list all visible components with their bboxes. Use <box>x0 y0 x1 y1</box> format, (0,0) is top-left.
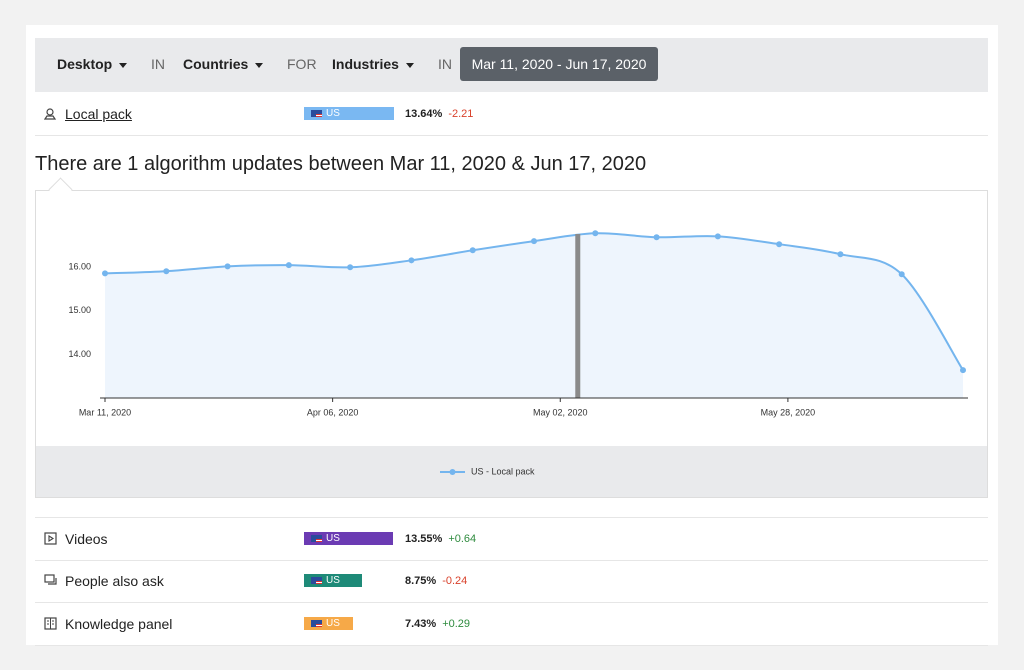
change-value: -0.24 <box>442 575 468 587</box>
feature-icon <box>44 108 57 120</box>
feature-icon <box>44 532 57 545</box>
algorithm-update-marker <box>575 234 581 398</box>
feature-values: 13.64% -2.21 <box>405 108 473 120</box>
feature-row: Local pack US 13.64% -2.21 <box>35 93 988 136</box>
feature-name[interactable]: Local pack <box>65 106 132 122</box>
point <box>592 230 599 237</box>
location-dropdown[interactable]: Countries <box>183 56 264 72</box>
feature-name: Videos <box>65 531 108 547</box>
x-tick-label: Apr 06, 2020 <box>307 407 359 417</box>
y-tick-label: 16.00 <box>68 262 91 272</box>
legend-point <box>449 469 456 475</box>
in-label: IN <box>151 56 165 72</box>
share-value: 13.55% <box>405 533 443 545</box>
point <box>102 270 108 277</box>
point <box>714 233 721 240</box>
point <box>163 268 170 275</box>
heading: There are 1 algorithm updates between Ma… <box>35 153 647 175</box>
feature-name: Knowledge panel <box>65 616 173 632</box>
share-bar <box>304 532 394 545</box>
legend-label: US - Local pack <box>471 466 535 476</box>
share-value: 7.43% <box>405 618 437 630</box>
country-code: US <box>326 575 340 586</box>
feature-icon <box>44 617 57 630</box>
feature-row: Videos US 13.55% +0.64 <box>35 517 988 561</box>
feature-values: 8.75% -0.24 <box>405 575 467 587</box>
y-tick-label: 15.00 <box>68 305 91 315</box>
country-code: US <box>326 618 340 629</box>
point <box>469 247 476 254</box>
for-label: FOR <box>287 56 317 72</box>
point <box>653 234 660 241</box>
feature-icon <box>44 574 57 585</box>
share-value: 8.75% <box>405 575 437 587</box>
feature-name: People also ask <box>65 573 164 589</box>
flag-icon <box>311 577 322 584</box>
area <box>105 233 963 398</box>
industry-label: Industries <box>332 56 399 72</box>
industry-dropdown[interactable]: Industries <box>332 56 414 72</box>
point <box>898 271 905 278</box>
legend-area <box>36 446 987 497</box>
point <box>531 238 537 245</box>
location-label: Countries <box>183 56 249 72</box>
date-range-button[interactable]: Mar 11, 2020 - Jun 17, 2020 <box>460 47 658 81</box>
x-tick-label: Mar 11, 2020 <box>79 407 131 417</box>
country-code: US <box>326 533 340 544</box>
device-label: Desktop <box>57 56 113 72</box>
change-value: +0.29 <box>442 618 471 630</box>
country-code: US <box>326 108 340 119</box>
point <box>837 251 844 258</box>
point <box>408 257 415 264</box>
feature-values: 7.43% +0.29 <box>405 618 470 630</box>
x-tick-label: May 28, 2020 <box>761 407 816 417</box>
in-label: IN <box>438 56 452 72</box>
point <box>224 263 231 270</box>
flag-icon <box>311 620 322 627</box>
feature-row: People also ask US 8.75% -0.24 <box>35 560 988 603</box>
point <box>285 262 292 269</box>
flag-icon <box>311 110 322 117</box>
feature-values: 13.55% +0.64 <box>405 533 476 545</box>
share-value: 13.64% <box>405 108 443 120</box>
feature-row: Knowledge panel US 7.43% +0.29 <box>35 603 988 646</box>
x-tick-label: May 02, 2020 <box>533 407 588 417</box>
point <box>960 367 966 374</box>
change-value: -2.21 <box>448 108 474 120</box>
point <box>776 241 783 248</box>
flag-icon <box>311 535 322 542</box>
device-dropdown[interactable]: Desktop <box>57 56 128 72</box>
share-bar <box>304 107 395 120</box>
y-tick-label: 14.00 <box>68 349 91 359</box>
change-value: +0.64 <box>448 533 477 545</box>
point <box>347 264 354 271</box>
